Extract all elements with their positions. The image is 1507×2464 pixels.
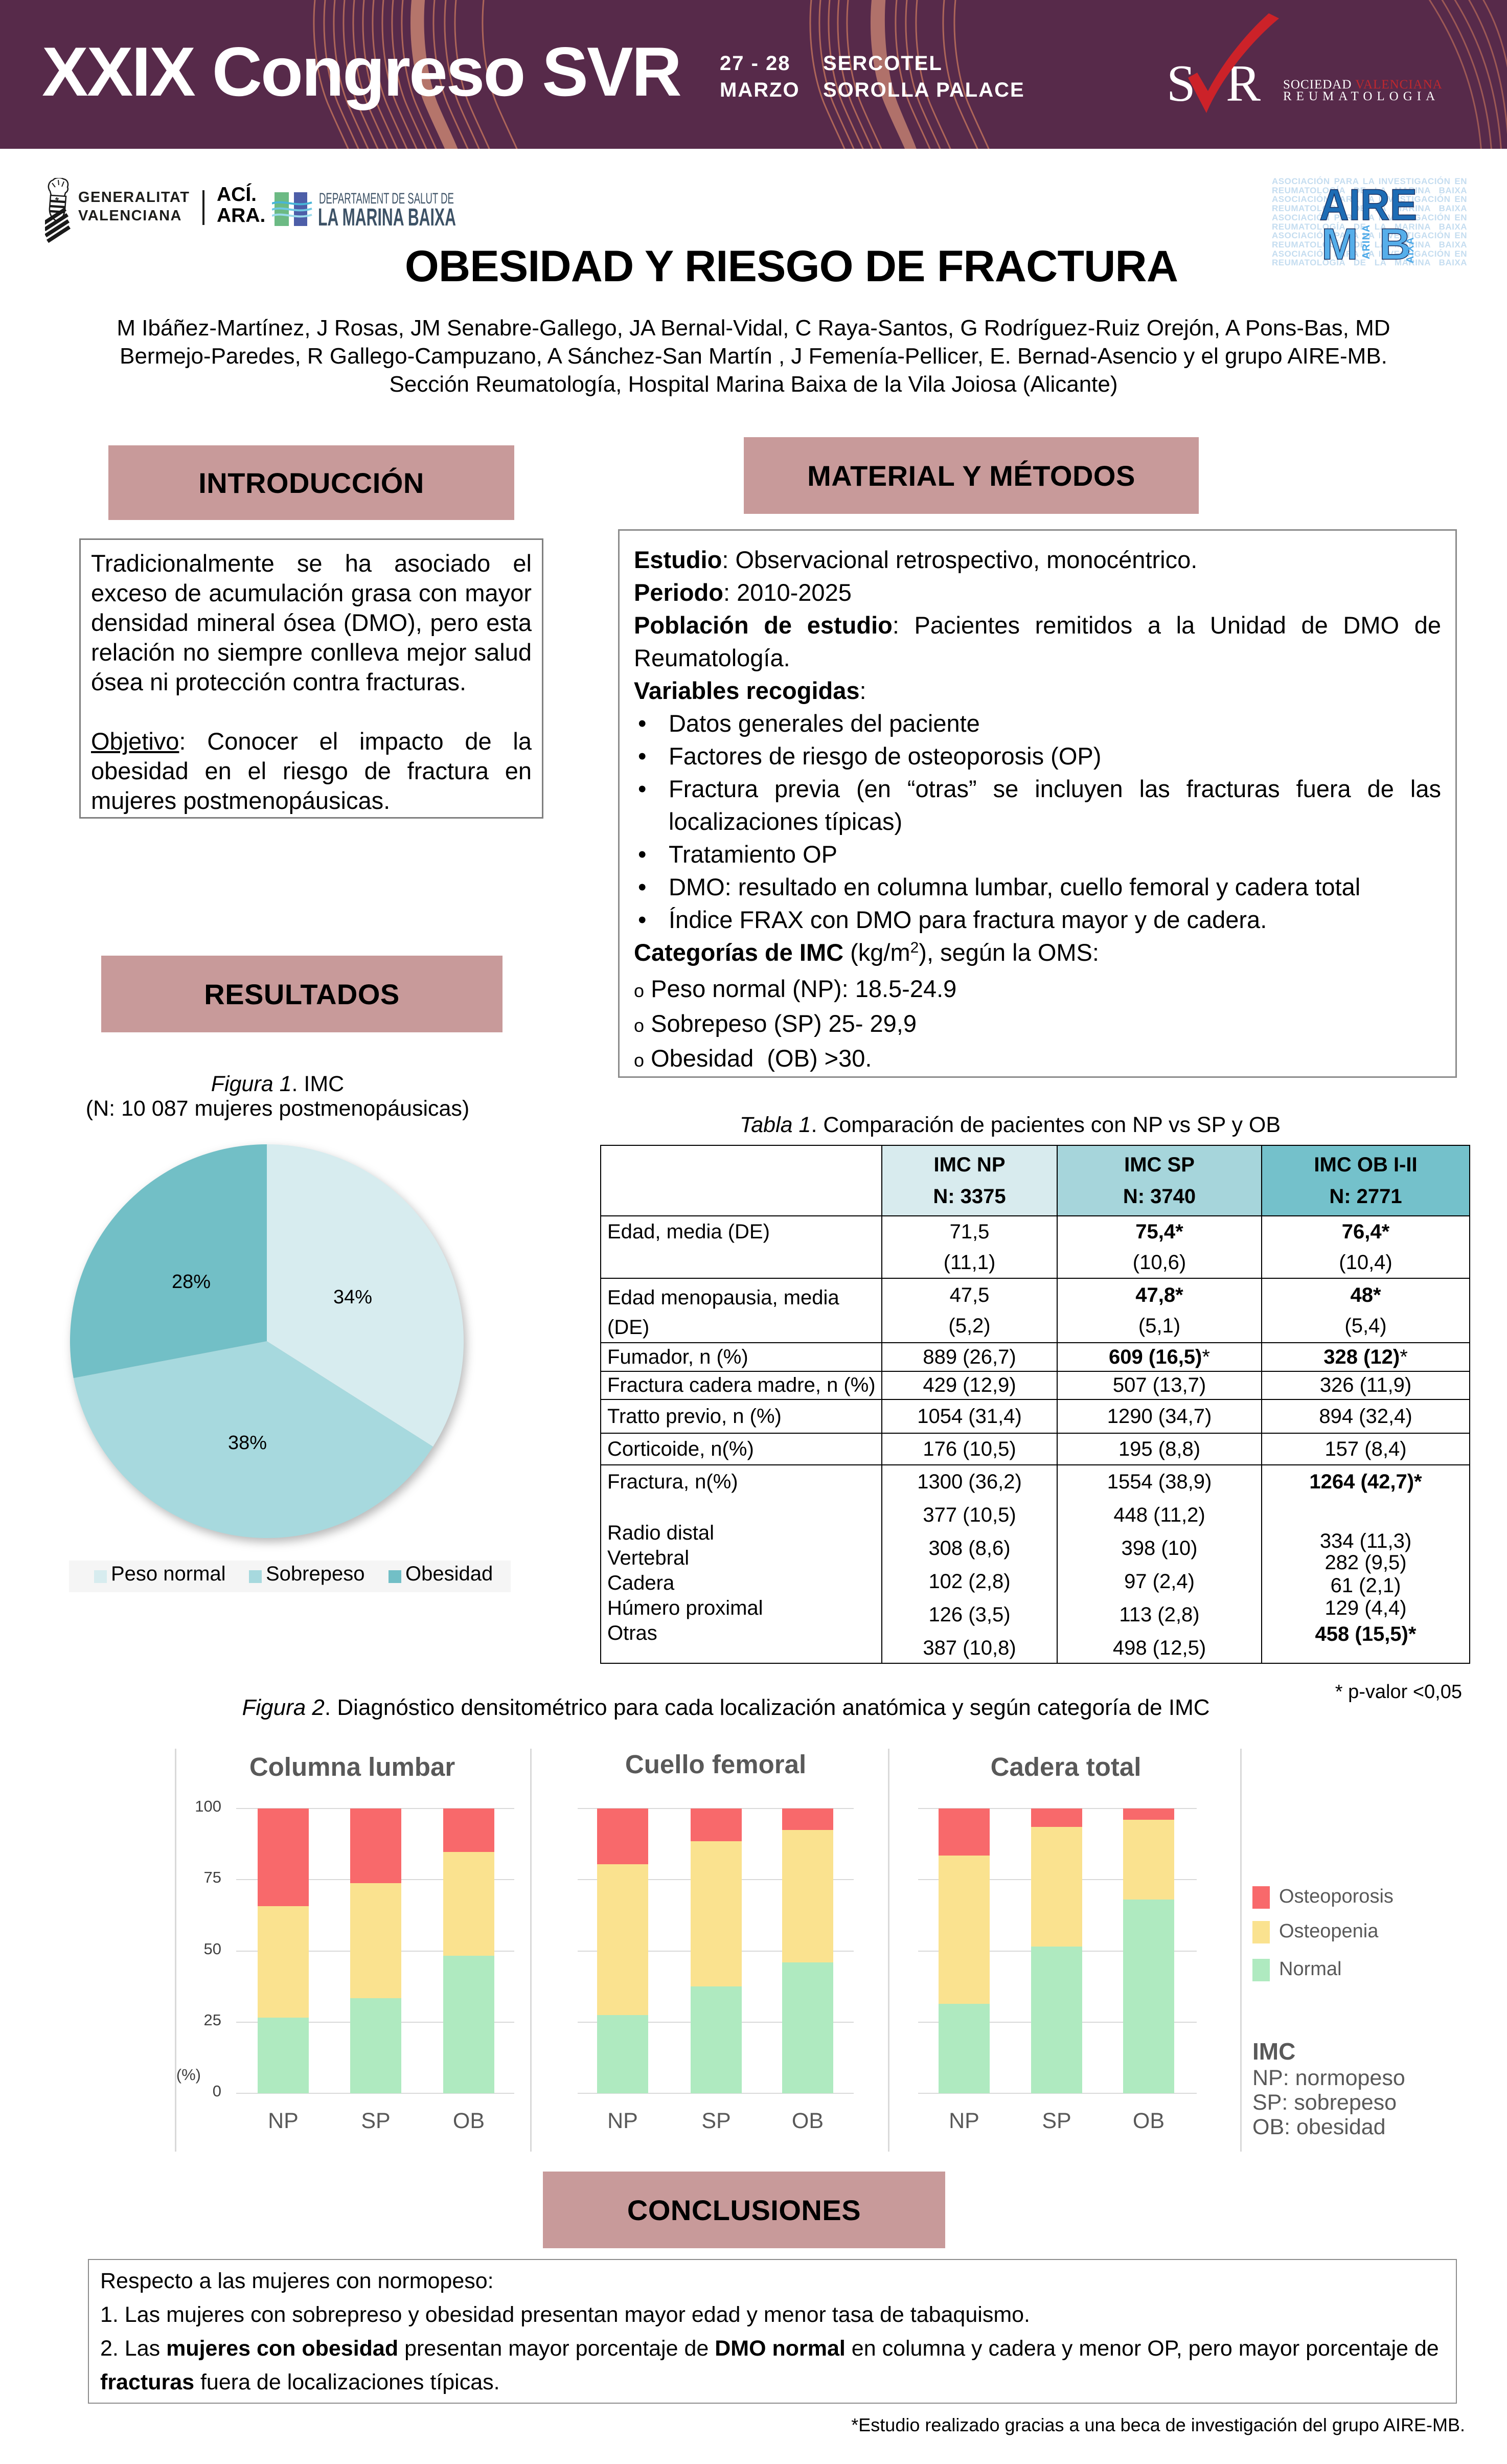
svg-text:38%: 38% bbox=[228, 1432, 267, 1454]
svg-text:S: S bbox=[1167, 55, 1196, 112]
svg-text:34%: 34% bbox=[333, 1286, 372, 1308]
svg-text:28%: 28% bbox=[172, 1271, 211, 1293]
svg-text:SOCIEDAD VALENCIANA: SOCIEDAD VALENCIANA bbox=[1283, 78, 1443, 92]
svg-text:REUMATOLOGIA: REUMATOLOGIA bbox=[1283, 89, 1440, 103]
